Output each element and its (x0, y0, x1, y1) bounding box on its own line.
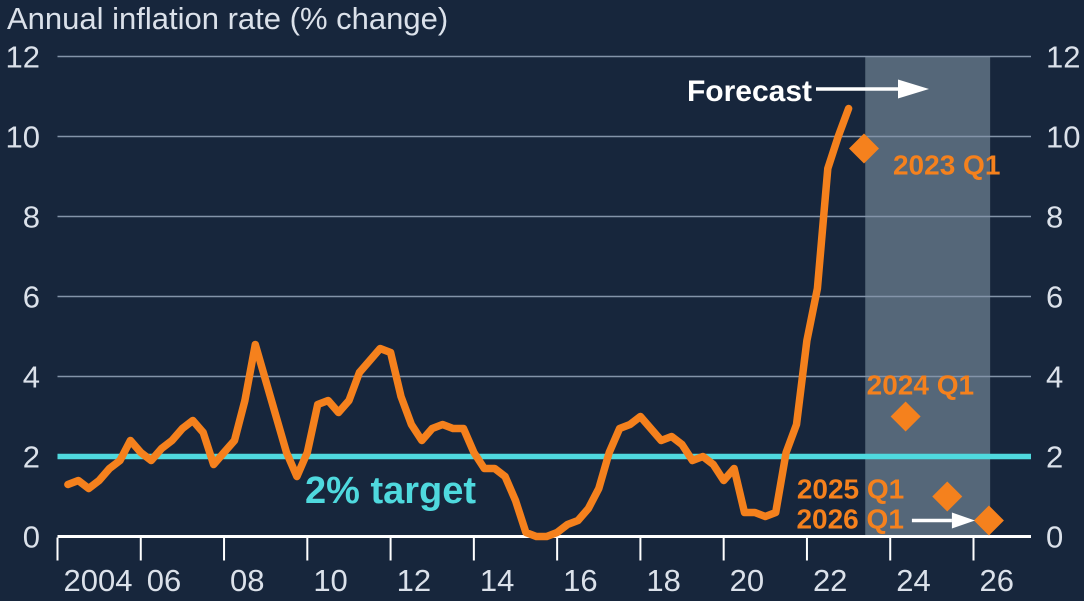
y-axis-label-left-12: 12 (6, 40, 40, 75)
cpi-inflation-line (64, 104, 853, 541)
x-tick-label-2004: 2004 (64, 563, 133, 598)
y-axis-label-left-2: 2 (23, 440, 40, 475)
x-tick-label-2022: 22 (813, 563, 847, 598)
x-tick-label-2010: 10 (313, 563, 347, 598)
chart-title: Annual inflation rate (% change) (7, 1, 449, 36)
forecast-label-2023-q1: 2023 Q1 (893, 150, 1000, 181)
forecast-annotation-label: Forecast (687, 75, 812, 108)
x-tick-label-2008: 08 (230, 563, 264, 598)
y-axis-label-left-10: 10 (6, 120, 40, 155)
y-axis-label-left-8: 8 (23, 200, 40, 235)
y-axis-label-left-6: 6 (23, 280, 40, 315)
x-tick-label-2018: 18 (646, 563, 680, 598)
x-tick-label-2012: 12 (397, 563, 431, 598)
y-axis-label-left-0: 0 (23, 520, 40, 555)
target-line-label: 2% target (305, 470, 476, 512)
y-axis-label-right-0: 0 (1046, 520, 1063, 555)
y-axis-label-right-2: 2 (1046, 440, 1063, 475)
forecast-label-2026-q1: 2026 Q1 (796, 504, 903, 535)
y-axis-label-left-4: 4 (23, 360, 40, 395)
forecast-annotation-arrow-head (898, 79, 929, 99)
y-axis-label-right-8: 8 (1046, 200, 1063, 235)
x-tick-label-2020: 20 (730, 563, 764, 598)
forecast-diamond-2023-q1 (848, 133, 879, 164)
y-axis-label-right-6: 6 (1046, 280, 1063, 315)
x-tick-label-2026: 26 (979, 563, 1013, 598)
x-tick-label-2006: 06 (147, 563, 181, 598)
forecast-diamond-2025-q1 (932, 481, 963, 512)
y-axis-label-right-4: 4 (1046, 360, 1063, 395)
forecast-diamond-2024-q1 (890, 401, 921, 432)
forecast-diamond-2026-q1 (973, 505, 1004, 536)
x-tick-label-2024: 24 (896, 563, 930, 598)
forecast-pointer-arrow-head-2026-q1 (951, 512, 975, 529)
forecast-label-2024-q1: 2024 Q1 (867, 370, 974, 401)
y-axis-label-right-12: 12 (1046, 40, 1080, 75)
x-tick-label-2016: 16 (563, 563, 597, 598)
forecast-label-2025-q1: 2025 Q1 (797, 474, 904, 505)
y-axis-label-right-10: 10 (1046, 120, 1080, 155)
x-tick-label-2014: 14 (480, 563, 514, 598)
